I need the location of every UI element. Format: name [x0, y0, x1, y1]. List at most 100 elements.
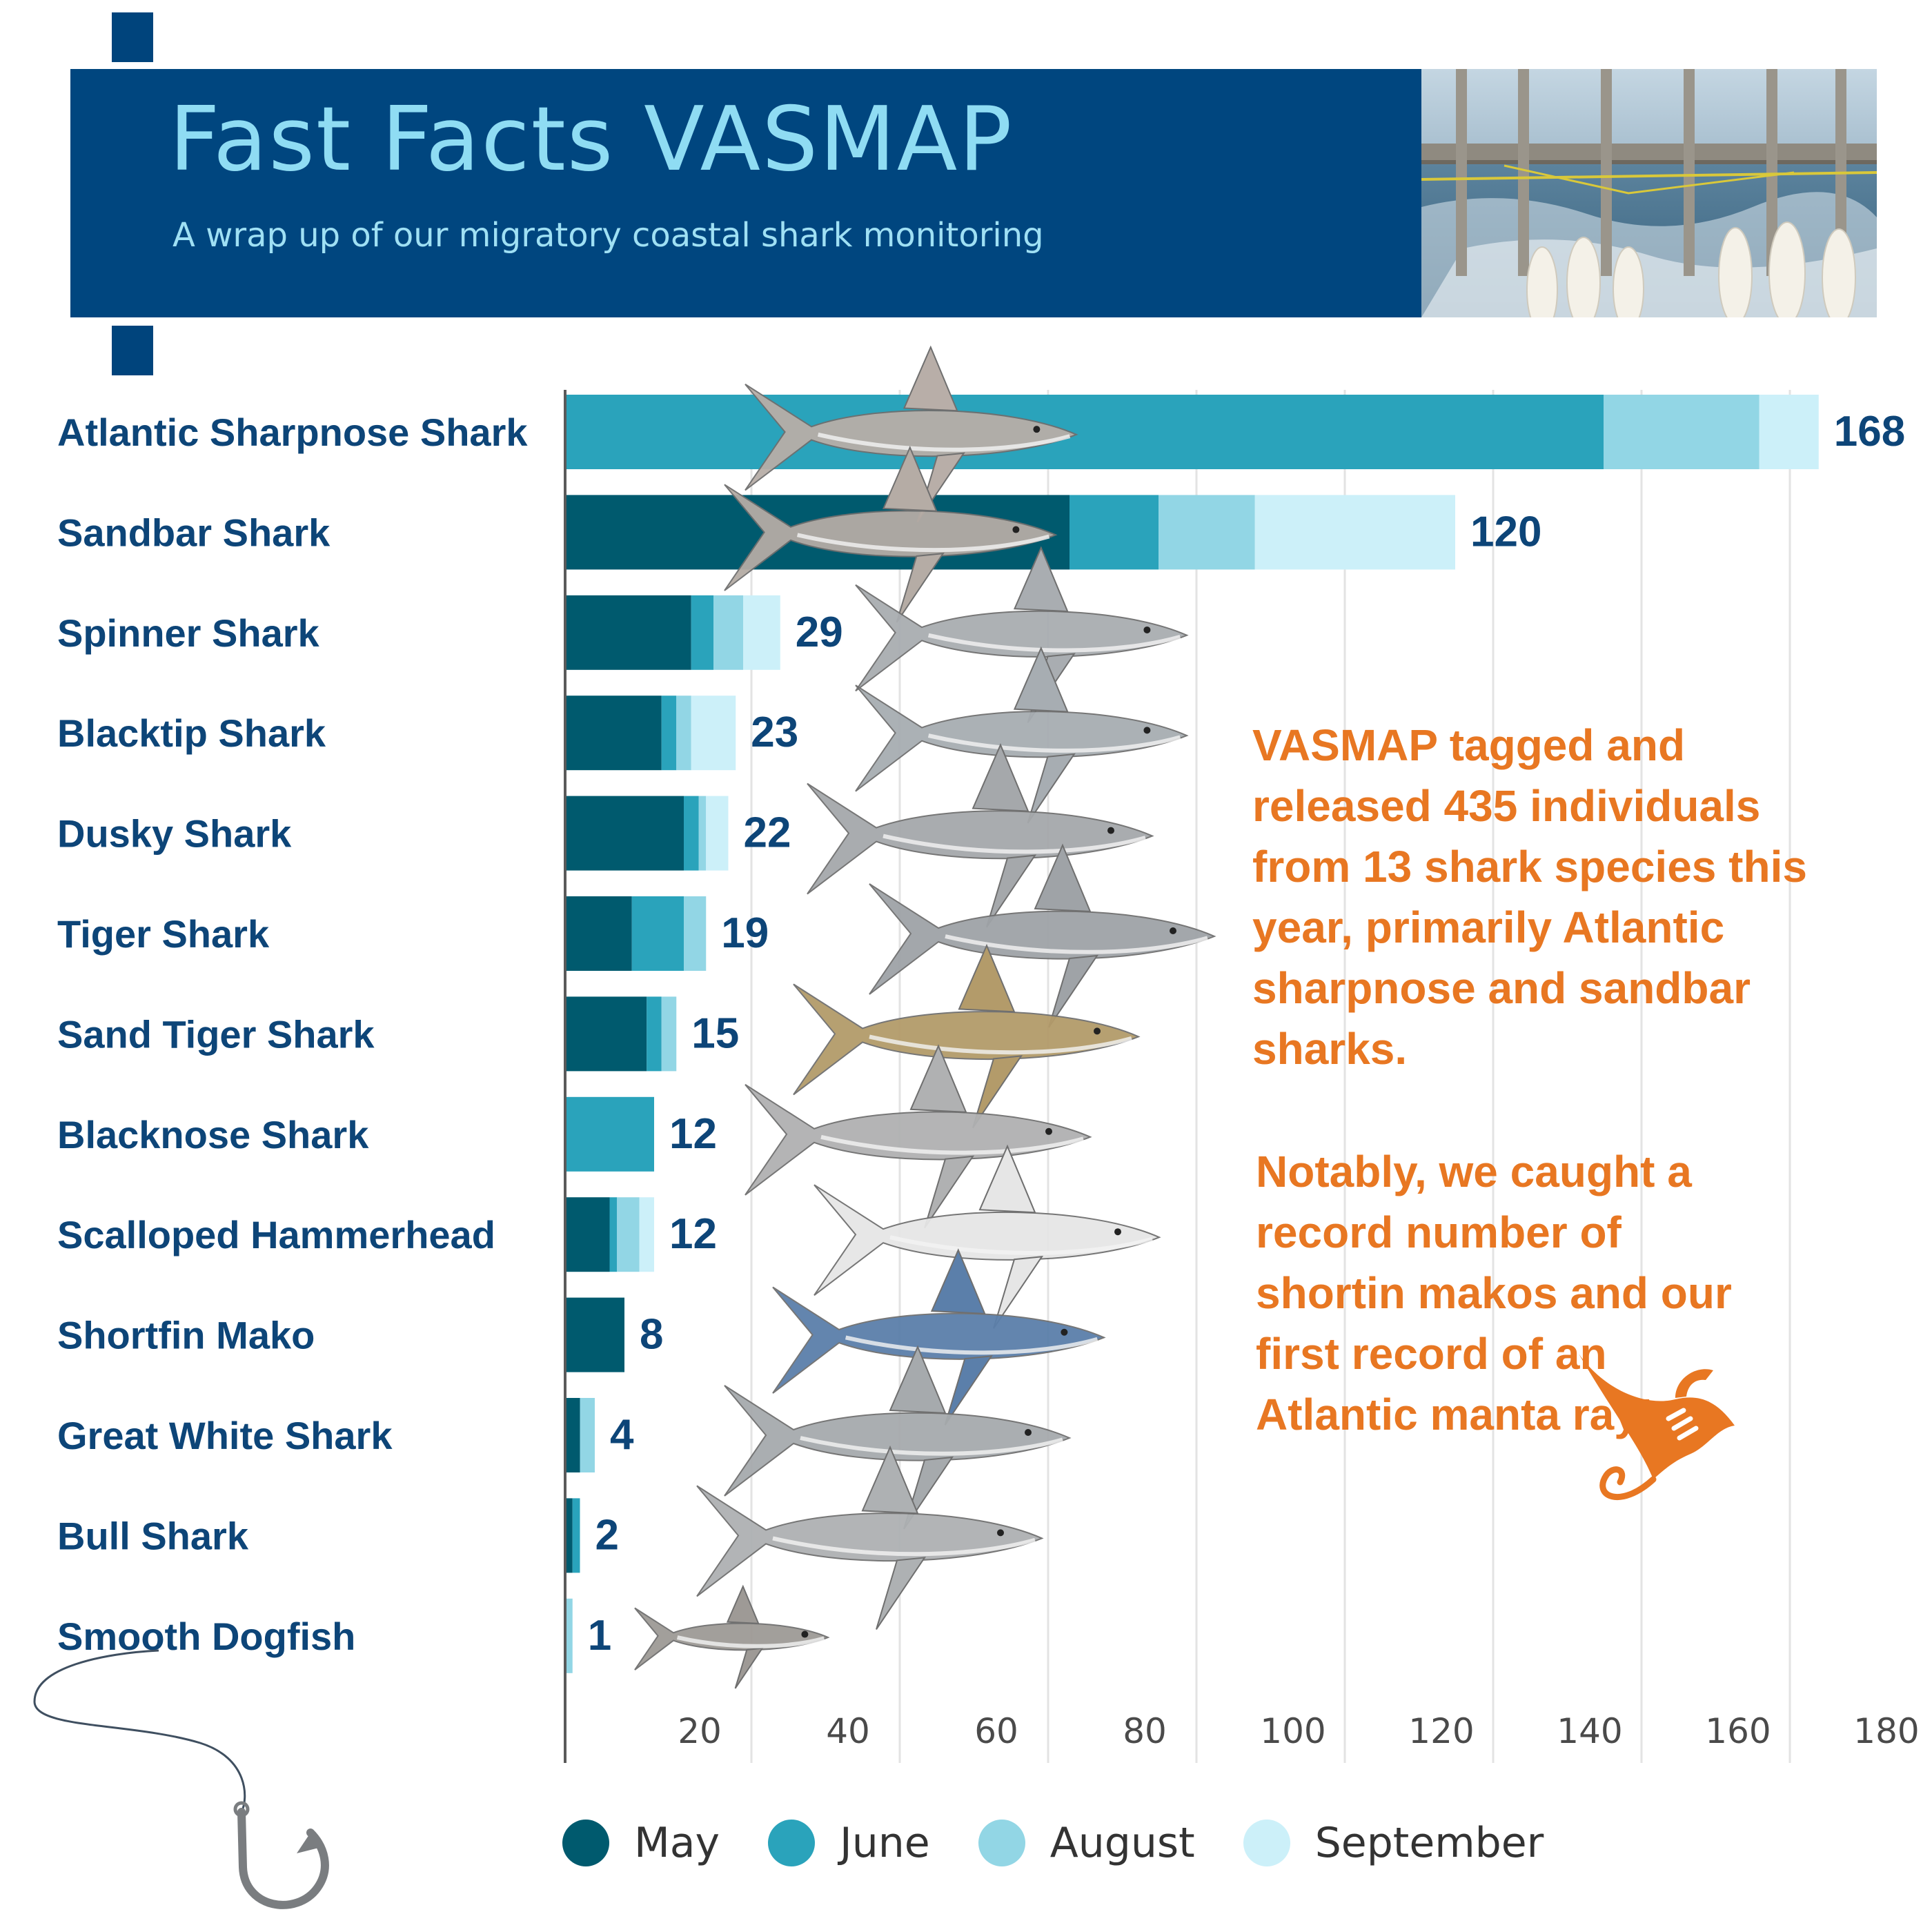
bar-segment-june [565, 395, 1604, 469]
header-band: Fast Facts VASMAP A wrap up of our migra… [70, 69, 1423, 317]
bar-segment-september [706, 796, 729, 871]
legend-item-september: September [1243, 1819, 1544, 1867]
bar-segment-may [565, 595, 691, 670]
legend-item-june: June [768, 1819, 930, 1867]
category-label: Spinner Shark [57, 611, 320, 655]
legend-item-may: May [562, 1819, 720, 1867]
legend-swatch-june [768, 1820, 816, 1866]
x-tick-label: 140 [1557, 1711, 1622, 1751]
bar-segment-september [1254, 495, 1455, 570]
x-tick-label: 120 [1408, 1711, 1474, 1751]
x-tick-label: 180 [1853, 1711, 1919, 1751]
bar-segment-august [565, 1598, 573, 1673]
shark-illustration [807, 743, 1154, 928]
legend-item-august: August [978, 1819, 1195, 1867]
category-label: Sandbar Shark [57, 511, 331, 554]
bar-segment-june [565, 1096, 654, 1172]
bar-segment-august [661, 996, 677, 1072]
shark-illustration [724, 445, 1058, 623]
shark-illustration [855, 646, 1189, 824]
x-tick-label: 40 [826, 1711, 870, 1751]
bar-segment-may [565, 896, 632, 971]
notable-annotation: Notably, we caught a record number of sh… [1256, 1147, 1732, 1439]
shark-illustration [634, 1584, 830, 1689]
category-label: Blacknose Shark [57, 1113, 369, 1156]
category-label: Atlantic Sharpnose Shark [57, 411, 528, 454]
x-tick-label: 20 [678, 1711, 722, 1751]
bar-value-label: 8 [640, 1311, 663, 1359]
bar-value-label: 1 [588, 1612, 611, 1659]
page-title: Fast Facts VASMAP [169, 88, 1014, 191]
bar-value-label: 22 [744, 809, 791, 857]
bar-segment-may [565, 1398, 580, 1472]
bar-segment-may [565, 1297, 624, 1372]
bar-segment-june [661, 696, 677, 771]
category-label: Smooth Dogfish [57, 1615, 355, 1658]
category-label: Dusky Shark [57, 812, 292, 856]
bar-segment-june [684, 796, 699, 871]
bar-segment-june [691, 595, 713, 670]
bar-segment-august [580, 1398, 595, 1472]
x-tick-label: 100 [1260, 1711, 1325, 1751]
bar-segment-may [565, 996, 647, 1072]
bar-value-label: 2 [595, 1511, 619, 1559]
category-label: Scalloped Hammerhead [57, 1213, 495, 1256]
bar-value-label: 19 [721, 909, 769, 957]
bar-segment-august [684, 896, 707, 971]
category-label: Tiger Shark [57, 912, 270, 956]
category-label: Bull Shark [57, 1514, 249, 1557]
bar-value-label: 29 [796, 609, 843, 656]
bar-segment-may [565, 696, 662, 771]
x-tick-label: 60 [974, 1711, 1018, 1751]
legend-label-june: June [840, 1819, 930, 1867]
shark-illustration [745, 1044, 1092, 1229]
bar-value-label: 4 [610, 1411, 634, 1459]
bar-value-label: 15 [691, 1009, 739, 1057]
bar-segment-september [1759, 395, 1819, 469]
bar-segment-august [713, 595, 743, 670]
category-label: Shortfin Mako [57, 1314, 315, 1357]
category-label: Sand Tiger Shark [57, 1012, 375, 1056]
page-subtitle: A wrap up of our migratory coastal shark… [172, 216, 1044, 255]
bar-value-label: 168 [1834, 408, 1905, 455]
shark-illustration [814, 1144, 1161, 1329]
shark-illustration [869, 843, 1216, 1028]
bar-segment-may [565, 1197, 610, 1272]
bar-value-label: 120 [1470, 508, 1541, 555]
bar-segment-june [609, 1197, 618, 1272]
bar-value-label: 12 [669, 1210, 717, 1258]
bar-segment-september [691, 696, 736, 771]
legend-label-may: May [634, 1819, 720, 1867]
bar-value-label: 23 [751, 709, 798, 756]
x-tick-label: 80 [1123, 1711, 1167, 1751]
bar-segment-june [572, 1498, 580, 1573]
shark-illustration [793, 943, 1141, 1128]
bar-segment-august [1159, 495, 1255, 570]
category-label: Great White Shark [57, 1414, 393, 1457]
bar-segment-june [631, 896, 684, 971]
bar-segment-june [1070, 495, 1159, 570]
bar-segment-august [698, 796, 707, 871]
bar-segment-august [1604, 395, 1759, 469]
bar-segment-august [676, 696, 691, 771]
manta-ray-icon [1572, 1344, 1751, 1510]
header-photo [1421, 69, 1877, 317]
bar-segment-may [565, 796, 684, 871]
legend-swatch-september [1243, 1820, 1290, 1866]
legend-swatch-may [562, 1820, 609, 1866]
bar-segment-september [639, 1197, 654, 1272]
legend-swatch-august [978, 1820, 1025, 1866]
bar-segment-june [647, 996, 662, 1072]
x-tick-label: 160 [1705, 1711, 1771, 1751]
legend-label-september: September [1314, 1819, 1544, 1867]
bar-segment-may [565, 1498, 573, 1573]
category-label: Blacktip Shark [57, 711, 326, 755]
bar-segment-august [617, 1197, 640, 1272]
bar-segment-september [743, 595, 780, 670]
fishing-hook-icon [21, 1646, 345, 1922]
header-accent-square-top [112, 12, 153, 62]
chart-legend: May June August September [562, 1819, 1592, 1867]
shark-illustration [696, 1445, 1044, 1630]
bar-value-label: 12 [669, 1110, 717, 1158]
